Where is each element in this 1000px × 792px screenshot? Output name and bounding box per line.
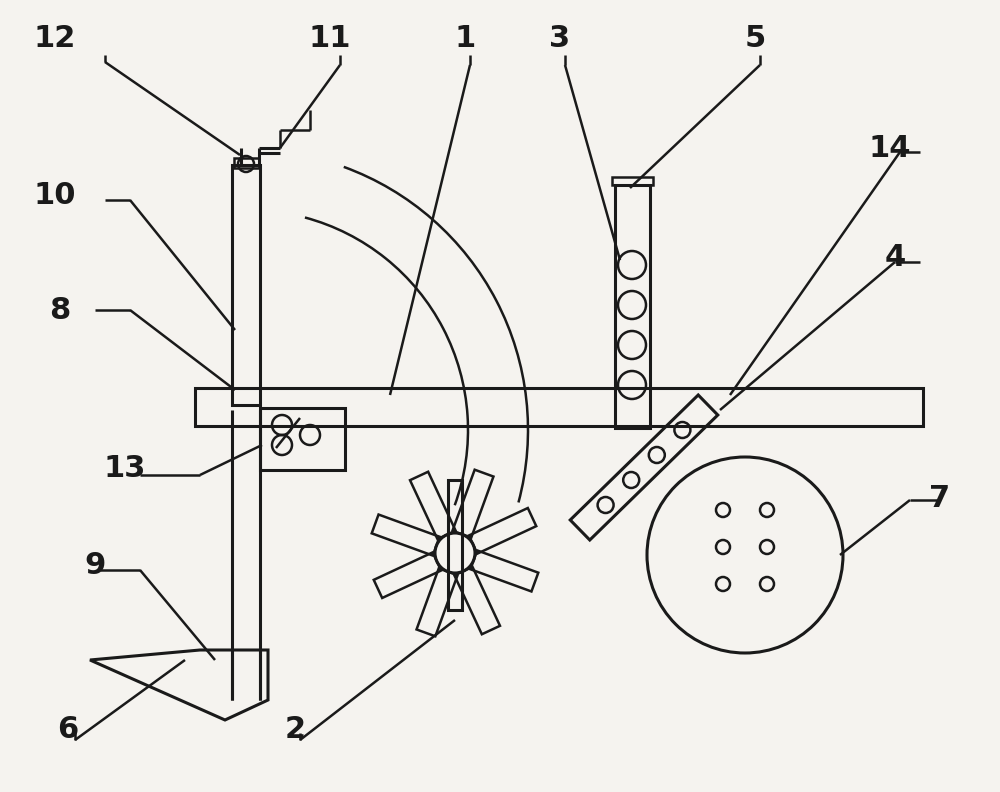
Text: 8: 8 — [49, 295, 71, 325]
Text: 11: 11 — [309, 24, 351, 52]
Text: 9: 9 — [84, 550, 106, 580]
Bar — [195, 388, 923, 426]
Bar — [234, 158, 259, 168]
Bar — [232, 165, 260, 405]
Text: 12: 12 — [34, 24, 76, 52]
Bar — [615, 185, 650, 428]
Text: 6: 6 — [57, 715, 79, 744]
Bar — [448, 480, 462, 610]
Text: 2: 2 — [284, 715, 306, 744]
Text: 4: 4 — [884, 243, 906, 272]
Text: 7: 7 — [929, 483, 951, 512]
Bar — [612, 177, 653, 185]
Text: 1: 1 — [454, 24, 476, 52]
Text: 3: 3 — [549, 24, 571, 52]
Bar — [260, 408, 345, 470]
Text: 13: 13 — [104, 454, 146, 482]
Text: 5: 5 — [744, 24, 766, 52]
Text: 14: 14 — [869, 134, 911, 162]
Text: 10: 10 — [34, 181, 76, 210]
